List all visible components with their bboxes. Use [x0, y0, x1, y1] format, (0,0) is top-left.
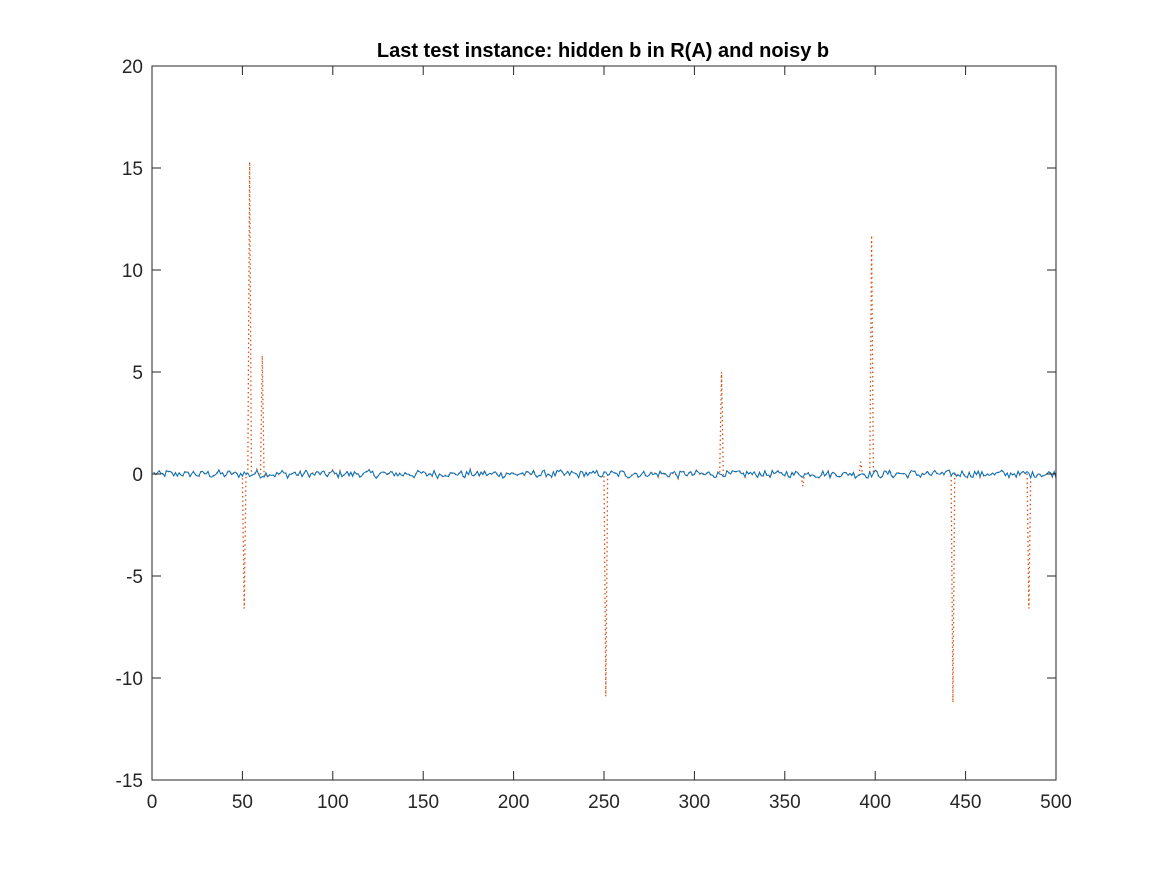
series-layer	[153, 161, 1057, 703]
y-tick-label: 20	[122, 57, 143, 78]
plot-area: 0 50 100 150 200 250 300 350 400 450 500 -15-10-50…	[116, 57, 1072, 813]
y-tick-label: 10	[122, 261, 143, 282]
x-tick-label: 150	[407, 792, 439, 813]
y-tick-label: -15	[116, 771, 143, 792]
x-axis-ticks: 0 50 100 150 200 250 300 350 400 450 500	[147, 66, 1072, 813]
y-tick-label: 0	[132, 465, 143, 486]
x-tick-label: 450	[950, 792, 982, 813]
y-tick-label: 5	[132, 363, 143, 384]
chart-title: Last test instance: hidden b in R(A) and…	[377, 40, 829, 62]
x-tick-label: 50	[232, 792, 253, 813]
y-axis-ticks: -15 -10 -5 0 5 10 15 20	[116, 57, 1056, 792]
x-tick-label: 400	[859, 792, 891, 813]
x-tick-label: 500	[1040, 792, 1072, 813]
x-tick-label: 350	[769, 792, 801, 813]
series-hidden-b-line	[153, 468, 1057, 480]
x-tick-label: 100	[317, 792, 349, 813]
x-tick-label: 200	[498, 792, 530, 813]
y-tick-label: -5	[126, 567, 143, 588]
y-tick-label: 15	[122, 159, 143, 180]
y-tick-label: -10	[116, 669, 143, 690]
axes-background	[152, 66, 1056, 780]
x-tick-label: 0	[147, 792, 158, 813]
x-tick-label: 300	[679, 792, 711, 813]
x-tick-label: 250	[588, 792, 620, 813]
